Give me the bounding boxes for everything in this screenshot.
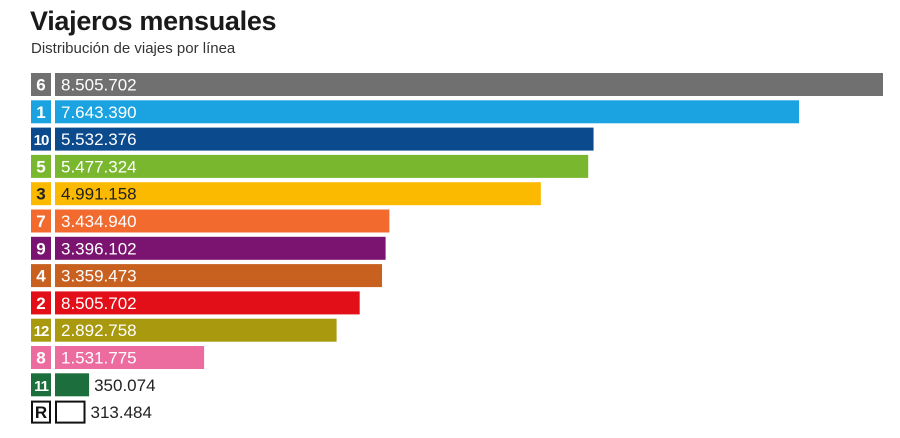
line-badge-label: 12	[34, 323, 49, 340]
line-badge	[31, 346, 51, 369]
value-label: 5.477.324	[61, 157, 137, 176]
line-badge-label: 3	[36, 185, 45, 204]
bar	[55, 209, 390, 233]
line-badge-label: 2	[36, 294, 45, 313]
value-label: 3.359.473	[61, 267, 137, 286]
value-label: 5.532.376	[61, 130, 137, 149]
bar	[55, 264, 383, 288]
bar	[55, 154, 589, 178]
line-badge-label: 9	[36, 239, 45, 258]
line-badge-label: 7	[36, 212, 45, 231]
value-label: 4.991.158	[61, 185, 137, 204]
line-badge	[31, 127, 51, 151]
line-badge-label: R	[35, 403, 47, 422]
value-label: 2.892.758	[61, 321, 137, 340]
line-badge	[31, 400, 51, 424]
line-badge	[31, 236, 51, 260]
line-badge	[31, 318, 51, 342]
line-badge	[31, 264, 51, 288]
bar	[55, 127, 594, 151]
line-badge-label: 10	[34, 132, 49, 149]
line-badge-label: 11	[34, 378, 49, 395]
line-badge	[31, 291, 51, 315]
bar	[55, 373, 90, 397]
value-label: 8.505.702	[61, 294, 137, 313]
bar	[55, 400, 86, 424]
value-label: 8.505.702	[61, 76, 137, 95]
line-badge	[31, 100, 51, 124]
line-badge	[31, 182, 51, 206]
value-label: 1.531.775	[61, 349, 137, 368]
value-label: 3.396.102	[61, 239, 137, 258]
line-badge-label: 5	[36, 157, 45, 176]
bar	[55, 291, 360, 315]
line-badge	[31, 154, 51, 178]
bar	[55, 346, 205, 369]
bar	[55, 100, 800, 124]
bar	[55, 318, 337, 342]
line-badge	[31, 73, 51, 96]
bar	[55, 73, 883, 96]
value-label: 350.074	[94, 376, 155, 395]
value-label: 7.643.390	[61, 103, 137, 122]
value-label: 313.484	[91, 403, 152, 422]
line-badge	[31, 209, 51, 233]
line-badge-label: 4	[36, 267, 46, 286]
line-badge-label: 8	[36, 349, 45, 368]
line-badge	[31, 373, 51, 397]
bar	[55, 236, 386, 260]
chart-subtitle: Distribución de viajes por línea	[31, 40, 236, 57]
line-badge-label: 1	[36, 103, 45, 122]
line-badge-label: 6	[36, 76, 45, 95]
chart-title: Viajeros mensuales	[30, 6, 277, 36]
value-label: 3.434.940	[61, 212, 137, 231]
bar	[55, 182, 541, 206]
